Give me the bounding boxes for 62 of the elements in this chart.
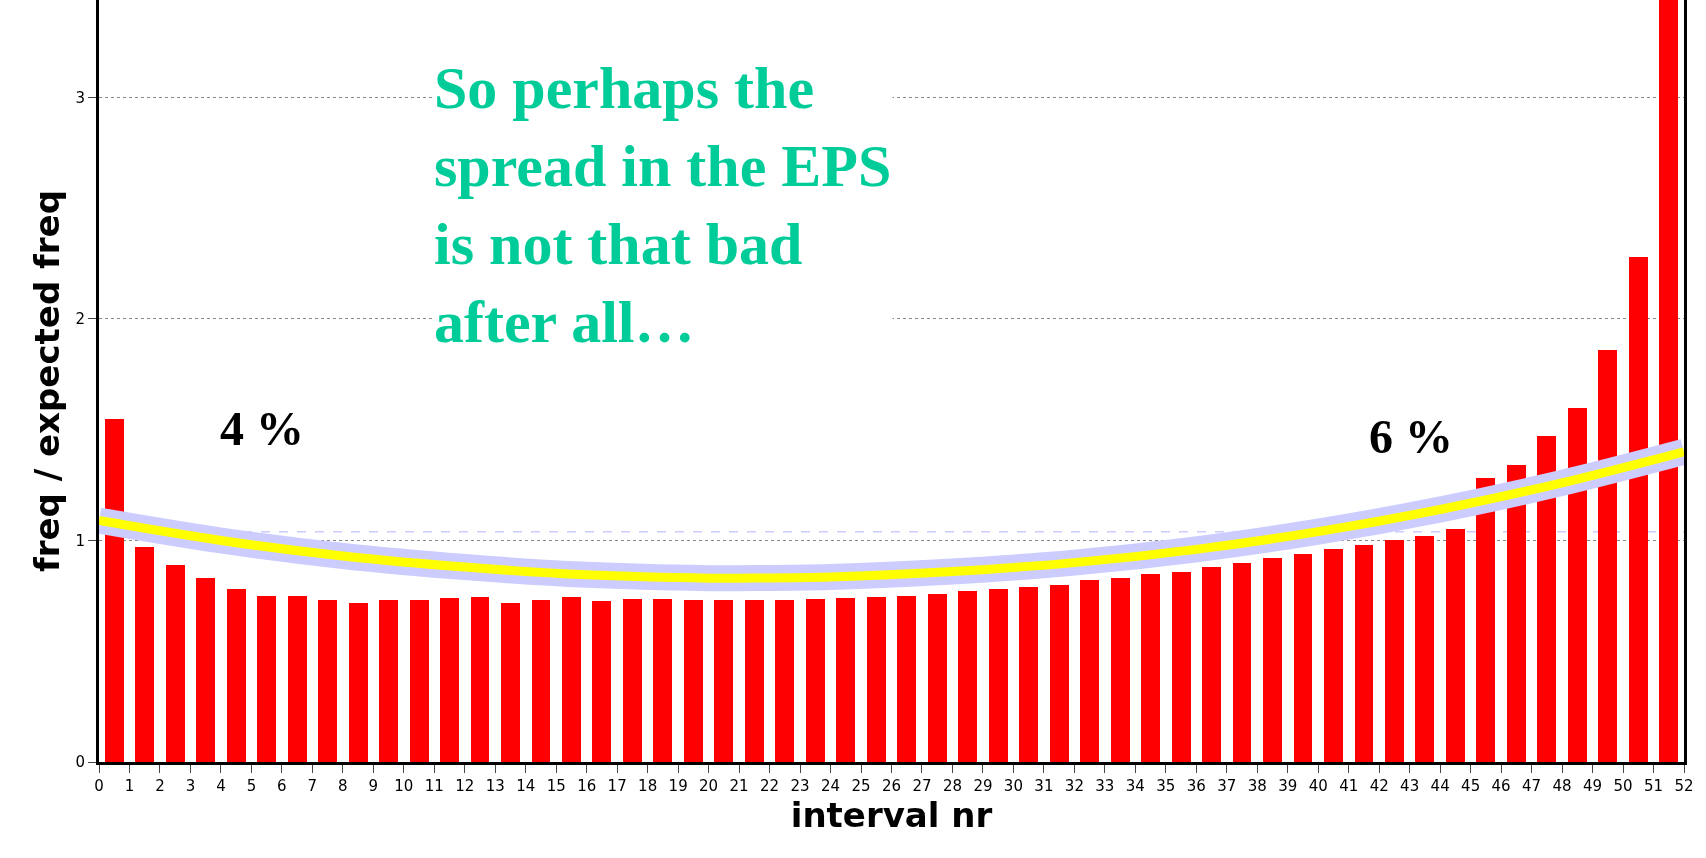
x-tick-label: 10 xyxy=(394,777,414,795)
x-tick-label: 12 xyxy=(455,777,475,795)
x-tick-label: 42 xyxy=(1369,777,1389,795)
y-tick-label: 1 xyxy=(75,531,85,550)
annotation: So perhaps the spread in the EPS is not that bad after all… xyxy=(434,55,892,355)
x-tick-label: 29 xyxy=(973,777,993,795)
x-tick-label: 5 xyxy=(246,777,257,795)
x-tick-label: 7 xyxy=(307,777,318,795)
x-tick-label: 20 xyxy=(699,777,719,795)
annotation: 6 % xyxy=(1369,410,1453,463)
y-tick-label: 0 xyxy=(75,753,85,772)
x-tick-label: 22 xyxy=(760,777,780,795)
x-tick-label: 31 xyxy=(1034,777,1054,795)
annotation: 4 % xyxy=(220,402,304,455)
x-tick-label: 21 xyxy=(729,777,749,795)
x-tick-label: 9 xyxy=(368,777,379,795)
x-tick-label: 23 xyxy=(790,777,810,795)
x-tick-label: 24 xyxy=(820,777,841,795)
x-tick-label: 2 xyxy=(155,777,165,795)
x-tick-label: 0 xyxy=(94,777,104,795)
y-tick-label: 3 xyxy=(75,88,85,107)
x-tick-label: 37 xyxy=(1217,777,1237,795)
x-tick-label: 33 xyxy=(1095,777,1115,795)
x-tick-label: 1 xyxy=(124,777,135,795)
x-tick-label: 46 xyxy=(1491,777,1511,795)
x-tick-label: 8 xyxy=(338,777,348,795)
x-tick-label: 30 xyxy=(1003,777,1023,795)
x-tick-label: 51 xyxy=(1643,777,1664,795)
x-tick-label: 19 xyxy=(668,777,688,795)
x-tick-label: 41 xyxy=(1339,777,1359,795)
x-tick-label: 6 xyxy=(277,777,287,795)
x-tick-label: 49 xyxy=(1583,777,1603,795)
x-tick-label: 16 xyxy=(577,777,597,795)
x-axis-title: interval nr xyxy=(790,795,993,835)
y-axis-title: freq / expected freq xyxy=(27,189,68,573)
x-tick-label: 27 xyxy=(912,777,932,795)
x-tick-label: 32 xyxy=(1064,777,1084,795)
x-tick-label: 45 xyxy=(1461,777,1481,795)
y-tick-label: 2 xyxy=(75,310,85,329)
x-tick-label: 35 xyxy=(1156,777,1176,795)
x-tick-label: 11 xyxy=(424,777,444,795)
x-tick-label: 48 xyxy=(1552,777,1572,795)
x-tick-label: 50 xyxy=(1613,777,1633,795)
x-tick-label: 52 xyxy=(1674,777,1694,795)
x-tick-label: 25 xyxy=(851,777,871,795)
x-tick-label: 14 xyxy=(516,777,536,795)
x-tick-label: 17 xyxy=(607,777,627,795)
x-tick-label: 15 xyxy=(546,777,566,795)
x-tick-label: 34 xyxy=(1125,777,1145,795)
x-tick-label: 38 xyxy=(1247,777,1267,795)
x-tick-label: 40 xyxy=(1308,777,1328,795)
x-tick-label: 13 xyxy=(485,777,505,795)
x-tick-label: 39 xyxy=(1278,777,1298,795)
x-tick-label: 3 xyxy=(185,777,196,795)
x-tick-label: 26 xyxy=(881,777,902,795)
x-tick-label: 18 xyxy=(638,777,658,795)
x-tick-label: 44 xyxy=(1430,777,1450,795)
x-tick-label: 43 xyxy=(1400,777,1420,795)
x-tick-label: 28 xyxy=(942,777,963,795)
x-tick-label: 36 xyxy=(1186,777,1206,795)
x-tick-label: 4 xyxy=(216,777,226,795)
x-tick-label: 47 xyxy=(1522,777,1542,795)
